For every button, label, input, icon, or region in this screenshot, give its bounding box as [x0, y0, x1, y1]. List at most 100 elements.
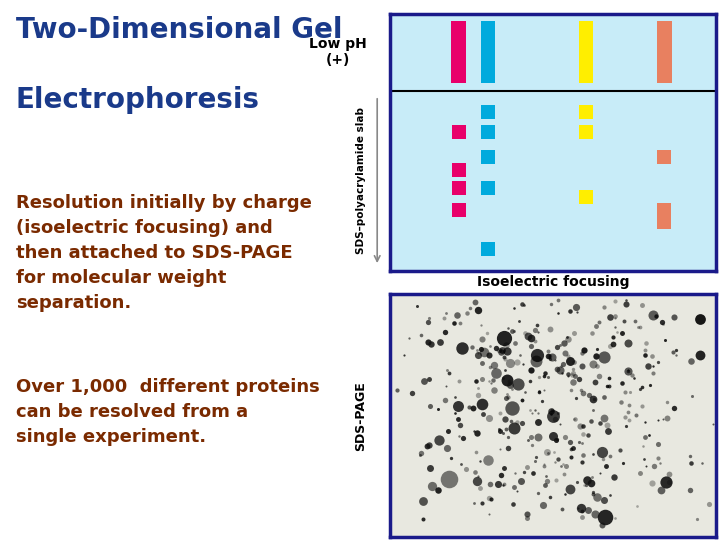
Point — [495, 427, 506, 436]
Point — [624, 401, 635, 410]
Point — [603, 382, 614, 391]
Point — [557, 460, 569, 468]
Point — [565, 453, 577, 461]
Point — [578, 346, 590, 355]
Point — [522, 332, 534, 340]
Point — [482, 128, 494, 137]
Point — [455, 460, 467, 469]
Point — [585, 478, 596, 487]
Point — [661, 413, 672, 422]
Point — [583, 391, 595, 400]
Point — [562, 334, 574, 343]
Point — [481, 329, 492, 338]
Point — [577, 389, 588, 397]
Point — [685, 485, 696, 494]
Point — [497, 481, 508, 489]
Point — [598, 393, 610, 401]
Point — [461, 309, 472, 318]
Point — [611, 328, 622, 336]
Point — [499, 480, 510, 488]
Point — [476, 335, 487, 343]
Point — [607, 332, 618, 341]
Point — [415, 330, 427, 339]
Point — [482, 184, 494, 192]
Point — [516, 477, 527, 485]
Point — [425, 340, 436, 349]
Point — [550, 436, 562, 444]
Point — [549, 355, 560, 364]
Point — [441, 444, 453, 453]
Point — [657, 415, 669, 423]
Point — [446, 454, 457, 463]
Point — [470, 447, 482, 456]
Point — [468, 427, 480, 435]
Point — [610, 323, 621, 332]
Point — [484, 480, 495, 488]
Point — [582, 430, 594, 439]
Point — [551, 434, 562, 443]
Point — [505, 380, 516, 389]
Point — [598, 496, 609, 504]
Point — [599, 512, 611, 521]
Point — [570, 372, 581, 380]
Point — [568, 415, 580, 423]
Point — [506, 326, 518, 335]
Point — [560, 461, 572, 470]
Point — [694, 314, 706, 323]
Point — [497, 374, 508, 382]
Point — [433, 486, 444, 495]
Point — [483, 351, 495, 360]
Point — [494, 445, 505, 454]
Point — [404, 334, 415, 342]
Point — [552, 364, 563, 373]
Point — [577, 429, 589, 438]
Point — [449, 409, 460, 417]
Point — [656, 486, 667, 495]
Point — [562, 370, 574, 379]
Point — [659, 153, 670, 162]
Point — [511, 357, 523, 366]
Point — [580, 128, 592, 137]
Point — [440, 382, 451, 390]
Point — [634, 469, 646, 477]
Point — [454, 421, 466, 429]
Point — [647, 369, 659, 377]
Point — [670, 346, 681, 355]
Point — [509, 339, 521, 347]
Point — [636, 383, 648, 391]
Point — [476, 499, 487, 508]
Point — [443, 427, 454, 435]
Point — [529, 406, 541, 414]
Point — [546, 353, 558, 362]
Point — [503, 443, 514, 452]
Point — [622, 366, 634, 375]
Point — [580, 108, 592, 117]
Point — [531, 321, 543, 329]
Point — [649, 312, 661, 320]
Point — [551, 476, 562, 484]
Bar — [481, 21, 495, 83]
Point — [620, 422, 631, 430]
Point — [554, 420, 566, 428]
Point — [685, 356, 697, 365]
Point — [587, 406, 598, 415]
Point — [526, 440, 538, 449]
Point — [499, 354, 510, 363]
Point — [580, 193, 592, 201]
Point — [572, 307, 583, 316]
Point — [600, 462, 612, 471]
Point — [482, 108, 494, 117]
Point — [524, 406, 536, 414]
Point — [432, 404, 444, 413]
Point — [564, 438, 575, 447]
Point — [577, 361, 588, 370]
Point — [568, 329, 580, 338]
Point — [472, 384, 484, 393]
Point — [424, 464, 436, 472]
Point — [660, 336, 671, 345]
Point — [668, 313, 680, 322]
Point — [477, 374, 488, 383]
Point — [604, 313, 616, 321]
Point — [483, 494, 495, 502]
Point — [603, 426, 614, 435]
